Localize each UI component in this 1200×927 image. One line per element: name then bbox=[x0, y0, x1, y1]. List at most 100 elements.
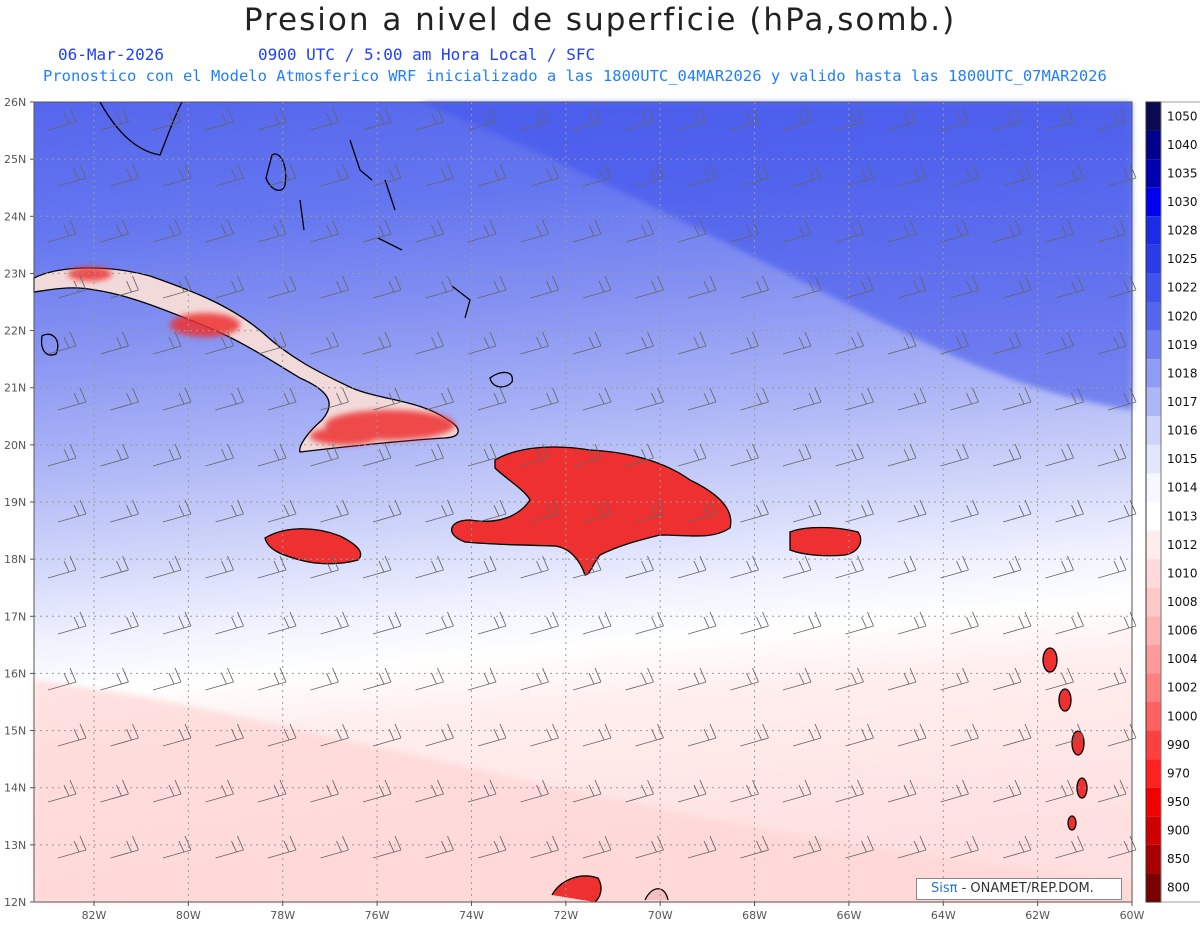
wind-barb bbox=[162, 723, 192, 747]
wind-barb bbox=[415, 667, 444, 691]
colorbar-label: 1012 bbox=[1167, 538, 1198, 552]
wind-barb bbox=[520, 107, 549, 131]
wind-barb bbox=[205, 779, 234, 803]
wind-barb bbox=[215, 163, 244, 187]
lat-label: 18N bbox=[4, 553, 26, 566]
colorbar-label: 1022 bbox=[1167, 281, 1198, 295]
wind-barb bbox=[1097, 443, 1127, 467]
wind-barb bbox=[950, 163, 979, 187]
wind-barb bbox=[582, 275, 612, 299]
colorbar-label: 800 bbox=[1167, 881, 1190, 895]
wind-barb bbox=[110, 835, 139, 859]
wind-barb bbox=[835, 107, 864, 131]
wind-barb bbox=[687, 499, 717, 523]
wind-barb bbox=[320, 835, 349, 859]
lat-label: 12N bbox=[4, 896, 26, 909]
wind-barb bbox=[320, 499, 349, 523]
wind-barb bbox=[635, 835, 664, 859]
wind-barb bbox=[1055, 387, 1084, 411]
wind-barb bbox=[267, 275, 297, 299]
lat-label: 23N bbox=[4, 267, 26, 280]
wind-barb bbox=[215, 723, 244, 747]
wind-barb bbox=[582, 387, 612, 411]
wind-barb bbox=[897, 611, 927, 635]
wind-barb bbox=[845, 723, 874, 747]
wind-barb bbox=[940, 107, 969, 131]
wind-barb bbox=[1045, 443, 1074, 467]
wind-barb bbox=[1045, 219, 1074, 243]
wind-barb bbox=[1045, 107, 1074, 131]
colorbar-swatch bbox=[1146, 587, 1161, 617]
wind-barb bbox=[1055, 723, 1084, 747]
wind-barb bbox=[740, 499, 769, 523]
wind-barb bbox=[582, 835, 612, 859]
wind-barb bbox=[835, 667, 864, 691]
colorbar-label: 1014 bbox=[1167, 481, 1198, 495]
longitude-labels: 82W 80W 78W 76W 74W 72W 70W 68W 66W 64W 62W 60W bbox=[82, 902, 1145, 922]
wind-barb bbox=[162, 275, 192, 299]
wind-barb bbox=[687, 387, 717, 411]
wind-barb bbox=[687, 723, 717, 747]
colorbar-label: 1015 bbox=[1167, 452, 1198, 466]
wind-barb bbox=[320, 387, 349, 411]
wind-barb bbox=[887, 667, 917, 691]
high-pressure-zone bbox=[420, 102, 1132, 410]
wind-barb bbox=[950, 499, 979, 523]
colorbar-label: 1050 bbox=[1167, 109, 1198, 123]
wind-barb bbox=[1097, 667, 1127, 691]
lon-label: 68W bbox=[742, 909, 767, 922]
wind-barb bbox=[47, 107, 77, 131]
wind-barb bbox=[530, 163, 559, 187]
wind-barb bbox=[625, 779, 654, 803]
wind-barb bbox=[1002, 611, 1032, 635]
colorbar-swatch bbox=[1146, 730, 1161, 760]
wind-barb bbox=[635, 163, 664, 187]
wind-barb bbox=[110, 499, 139, 523]
wind-barb bbox=[47, 219, 77, 243]
wind-barb bbox=[257, 219, 287, 243]
wind-barb bbox=[320, 275, 349, 299]
wind-barb bbox=[835, 331, 864, 355]
wind-barb bbox=[57, 275, 87, 299]
wind-barb bbox=[362, 331, 392, 355]
wind-barb bbox=[835, 555, 864, 579]
wind-barb bbox=[362, 667, 392, 691]
colorbar-swatch bbox=[1146, 130, 1161, 160]
hispaniola-island bbox=[451, 446, 732, 576]
colorbar-label: 1006 bbox=[1167, 624, 1198, 638]
wind-barb bbox=[740, 163, 769, 187]
wind-barb bbox=[992, 667, 1022, 691]
colorbar-label: 850 bbox=[1167, 852, 1190, 866]
wind-barb bbox=[520, 555, 549, 579]
wind-barb bbox=[950, 611, 979, 635]
wind-barb bbox=[677, 779, 707, 803]
wind-barb bbox=[835, 779, 864, 803]
wind-barb bbox=[897, 387, 927, 411]
wind-barb bbox=[372, 163, 402, 187]
wind-barb bbox=[477, 387, 507, 411]
wind-barb bbox=[320, 163, 349, 187]
wind-barb bbox=[730, 555, 759, 579]
wind-barb bbox=[152, 331, 182, 355]
wind-barb bbox=[677, 443, 707, 467]
colorbar-label: 1025 bbox=[1167, 252, 1198, 266]
wind-barb bbox=[1107, 611, 1137, 635]
lon-label: 82W bbox=[82, 909, 107, 922]
wind-barb bbox=[57, 611, 87, 635]
wind-barb bbox=[950, 835, 979, 859]
wind-barb bbox=[152, 667, 182, 691]
wind-barb bbox=[310, 667, 339, 691]
wind-barb bbox=[730, 779, 759, 803]
wind-barb bbox=[1055, 835, 1084, 859]
wind-barb bbox=[47, 667, 77, 691]
wind-barb bbox=[992, 779, 1022, 803]
wind-barb bbox=[782, 779, 812, 803]
wind-barb bbox=[1002, 723, 1032, 747]
wind-barb bbox=[887, 331, 917, 355]
wind-barb bbox=[687, 611, 717, 635]
wind-barb bbox=[267, 611, 297, 635]
wind-barb bbox=[740, 387, 769, 411]
colorbar-swatch bbox=[1146, 159, 1161, 188]
wind-barb bbox=[100, 107, 129, 131]
wind-barb bbox=[47, 443, 77, 467]
